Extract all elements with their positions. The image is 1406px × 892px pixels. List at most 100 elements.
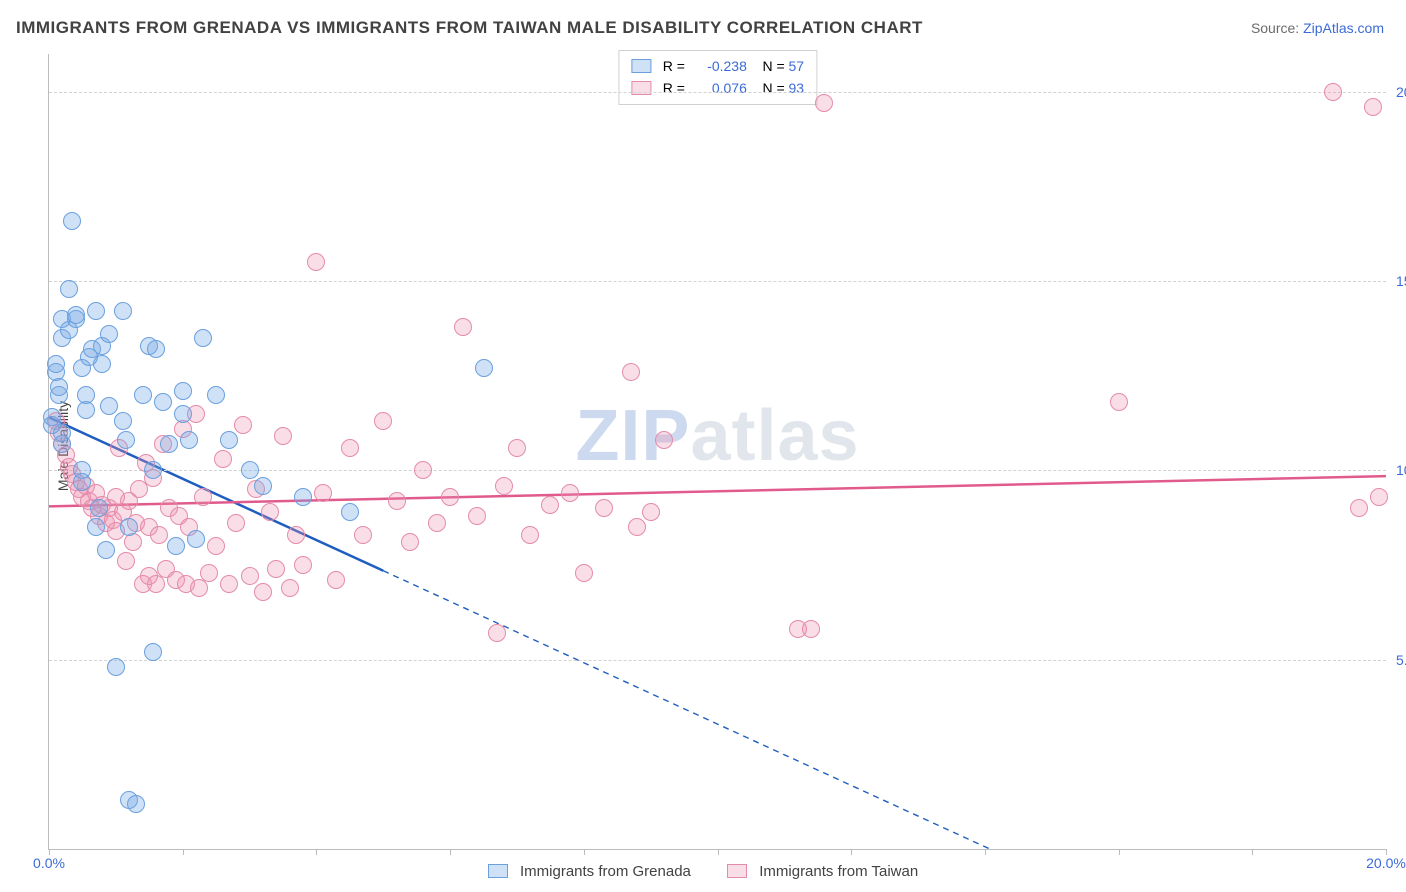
legend-item-taiwan: Immigrants from Taiwan xyxy=(727,863,918,880)
scatter-point xyxy=(575,564,593,582)
scatter-point xyxy=(254,477,272,495)
scatter-point xyxy=(307,253,325,271)
chart-title: IMMIGRANTS FROM GRENADA VS IMMIGRANTS FR… xyxy=(16,18,923,38)
swatch-grenada xyxy=(631,59,651,73)
scatter-point xyxy=(241,461,259,479)
scatter-point xyxy=(388,492,406,510)
scatter-point xyxy=(294,556,312,574)
xtick-mark xyxy=(584,849,585,855)
scatter-point xyxy=(220,431,238,449)
scatter-point xyxy=(174,382,192,400)
scatter-point xyxy=(428,514,446,532)
scatter-point xyxy=(107,658,125,676)
legend-series: Immigrants from Grenada Immigrants from … xyxy=(0,863,1406,880)
scatter-point xyxy=(47,355,65,373)
gridline-h xyxy=(49,92,1386,93)
scatter-point xyxy=(254,583,272,601)
scatter-point xyxy=(147,575,165,593)
scatter-point xyxy=(655,431,673,449)
scatter-point xyxy=(97,541,115,559)
scatter-point xyxy=(802,620,820,638)
scatter-point xyxy=(77,386,95,404)
scatter-point xyxy=(67,306,85,324)
scatter-point xyxy=(815,94,833,112)
scatter-point xyxy=(541,496,559,514)
scatter-point xyxy=(174,405,192,423)
legend-row-taiwan: R = 0.076 N = 93 xyxy=(631,77,804,99)
scatter-point xyxy=(167,537,185,555)
xtick-mark xyxy=(450,849,451,855)
legend-label-taiwan: Immigrants from Taiwan xyxy=(759,863,918,880)
scatter-point xyxy=(314,484,332,502)
xtick-mark xyxy=(316,849,317,855)
trend-lines-layer xyxy=(49,54,1386,849)
n-value-grenada: 57 xyxy=(789,58,805,74)
ytick-label: 15.0% xyxy=(1388,273,1406,289)
scatter-point xyxy=(144,643,162,661)
scatter-point xyxy=(93,355,111,373)
scatter-point xyxy=(561,484,579,502)
xtick-mark xyxy=(1119,849,1120,855)
swatch-taiwan xyxy=(727,864,747,878)
scatter-point xyxy=(147,340,165,358)
legend-label-grenada: Immigrants from Grenada xyxy=(520,863,691,880)
legend-row-grenada: R = -0.238 N = 57 xyxy=(631,55,804,77)
ytick-label: 10.0% xyxy=(1388,462,1406,478)
scatter-point xyxy=(127,795,145,813)
scatter-point xyxy=(495,477,513,495)
scatter-point xyxy=(341,503,359,521)
scatter-point xyxy=(190,579,208,597)
scatter-point xyxy=(341,439,359,457)
r-label: R = xyxy=(663,80,685,96)
scatter-point xyxy=(1324,83,1342,101)
swatch-taiwan xyxy=(631,81,651,95)
scatter-point xyxy=(220,575,238,593)
scatter-point xyxy=(1110,393,1128,411)
scatter-point xyxy=(154,393,172,411)
scatter-point xyxy=(120,518,138,536)
scatter-point xyxy=(53,424,71,442)
scatter-point xyxy=(194,488,212,506)
scatter-point xyxy=(207,537,225,555)
scatter-point xyxy=(274,427,292,445)
scatter-point xyxy=(134,386,152,404)
scatter-point xyxy=(414,461,432,479)
xtick-mark xyxy=(851,849,852,855)
scatter-point xyxy=(1364,98,1382,116)
legend-correlation-box: R = -0.238 N = 57 R = 0.076 N = 93 xyxy=(618,50,817,105)
scatter-point xyxy=(281,579,299,597)
scatter-point xyxy=(327,571,345,589)
scatter-point xyxy=(150,526,168,544)
scatter-point xyxy=(207,386,225,404)
scatter-point xyxy=(642,503,660,521)
xtick-mark xyxy=(183,849,184,855)
n-label: N = xyxy=(762,58,784,74)
watermark-part-b: atlas xyxy=(690,396,859,476)
scatter-point xyxy=(508,439,526,457)
scatter-point xyxy=(294,488,312,506)
scatter-point xyxy=(261,503,279,521)
scatter-point xyxy=(441,488,459,506)
scatter-point xyxy=(114,412,132,430)
scatter-point xyxy=(200,564,218,582)
scatter-point xyxy=(73,473,91,491)
scatter-point xyxy=(187,530,205,548)
scatter-point xyxy=(622,363,640,381)
scatter-point xyxy=(117,552,135,570)
source-prefix: Source: xyxy=(1251,20,1303,36)
xtick-mark xyxy=(718,849,719,855)
scatter-point xyxy=(628,518,646,536)
scatter-point xyxy=(1370,488,1388,506)
scatter-point xyxy=(124,533,142,551)
watermark: ZIPatlas xyxy=(575,395,859,477)
source-link[interactable]: ZipAtlas.com xyxy=(1303,20,1384,36)
scatter-point xyxy=(117,431,135,449)
r-label: R = xyxy=(663,58,685,74)
gridline-h xyxy=(49,281,1386,282)
scatter-point xyxy=(241,567,259,585)
scatter-point xyxy=(454,318,472,336)
scatter-point xyxy=(521,526,539,544)
scatter-point xyxy=(214,450,232,468)
scatter-point xyxy=(595,499,613,517)
scatter-point xyxy=(475,359,493,377)
